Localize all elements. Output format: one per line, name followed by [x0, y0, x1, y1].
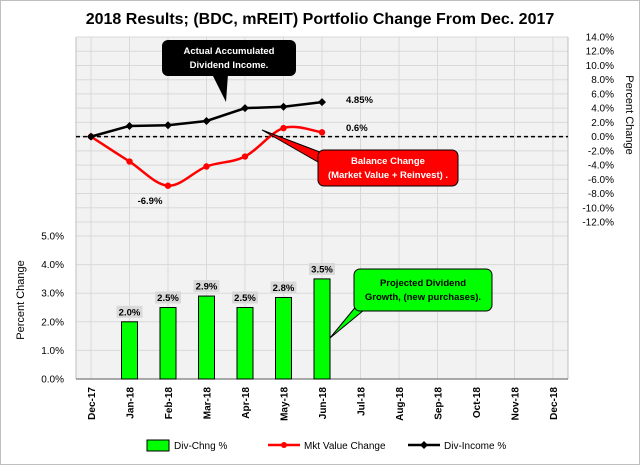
legend-marker-mkt-value	[281, 442, 287, 448]
bar-value-label: 2.9%	[196, 282, 218, 293]
x-tick-label: Nov-18	[511, 387, 522, 421]
legend-label-div-chng: Div-Chng %	[174, 441, 227, 452]
end-value-label: 0.6%	[346, 123, 368, 134]
legend-label-mkt-value: Mkt Value Change	[304, 441, 386, 452]
x-tick-label: Dec-17	[87, 387, 98, 420]
right-tick-label: -6.0%	[588, 175, 614, 186]
x-tick-label: Dec-18	[549, 387, 560, 420]
x-tick-label: Jul-18	[357, 387, 368, 416]
right-tick-label: 6.0%	[591, 89, 614, 100]
bar-label-bg	[270, 281, 297, 294]
right-tick-label: 14.0%	[586, 33, 614, 44]
dividend-callout: Actual Accumulated Dividend Income.	[162, 40, 296, 102]
mkt-value-point	[126, 158, 133, 165]
div-income-point	[164, 121, 172, 130]
line-series	[87, 98, 326, 189]
div-income-point	[318, 98, 326, 107]
x-tick-label: Jan-18	[126, 387, 137, 419]
left-tick-label: 4.0%	[41, 260, 64, 271]
end-income-label: 4.85%	[346, 95, 373, 106]
left-tick-label: 1.0%	[41, 346, 64, 357]
x-tick-label: Mar-18	[203, 387, 214, 420]
left-tick-label: 0.0%	[41, 375, 64, 386]
min-value-label: -6.9%	[138, 196, 163, 207]
div-income-point	[125, 121, 134, 130]
right-tick-label: 8.0%	[591, 75, 614, 86]
mkt-value-point	[318, 129, 326, 136]
projected-callout-line1: Projected Dividend	[380, 278, 466, 289]
dividend-callout-line1: Actual Accumulated	[184, 46, 275, 57]
x-tick-label: Apr-18	[241, 387, 252, 419]
mkt-value-point	[241, 153, 249, 160]
balance-callout-title: Balance Change	[351, 156, 425, 167]
right-tick-label: 10.0%	[586, 61, 614, 72]
x-axis-ticks: Dec-17 Jan-18 Feb-18 Mar-18 Apr-18 May-18 Jun-…	[87, 387, 560, 421]
dividend-callout-line2: Dividend Income.	[190, 60, 269, 71]
right-tick-label: 0.0%	[591, 132, 614, 143]
balance-callout-sub: (Market Value + Reinvest) .	[328, 170, 448, 181]
projected-callout: Projected Dividend Growth, (new purchase…	[329, 268, 493, 339]
bar-label-bg	[193, 280, 220, 293]
bar	[198, 295, 215, 380]
bar	[275, 296, 292, 380]
left-tick-label: 5.0%	[41, 232, 64, 243]
right-tick-label: -8.0%	[588, 189, 614, 200]
right-tick-label: -2.0%	[588, 146, 614, 157]
div-income-point	[87, 132, 95, 141]
bar-label-bg	[116, 305, 143, 318]
right-tick-label: -12.0%	[582, 218, 614, 229]
mkt-value-point	[203, 163, 210, 170]
legend-swatch-div-chng	[146, 439, 170, 452]
legend: Div-Chng % Mkt Value Change Div-Income %	[146, 439, 506, 452]
bar-label-bg	[309, 262, 335, 275]
x-tick-label: Sep-18	[434, 387, 445, 420]
right-tick-label: 2.0%	[591, 118, 614, 129]
bar-value-label: 2.5%	[157, 293, 179, 304]
div-income-point	[202, 116, 211, 125]
right-tick-label: -4.0%	[588, 161, 614, 172]
bar-value-label: 2.0%	[119, 307, 141, 318]
legend-marker-div-income	[420, 441, 428, 449]
bar-label-bg	[232, 291, 258, 304]
x-tick-label: Aug-18	[395, 387, 406, 421]
right-axis-label: Percent Change	[623, 75, 635, 155]
x-tick-label: Jun-18	[318, 387, 329, 420]
projected-callout-line2: Growth, (new purchases).	[365, 292, 481, 303]
x-tick-label: Feb-18	[164, 387, 175, 420]
bar	[313, 278, 331, 380]
chart-title: 2018 Results; (BDC, mREIT) Portfolio Cha…	[86, 11, 555, 28]
bar-value-label: 2.5%	[234, 293, 256, 304]
bar-value-label: 3.5%	[311, 264, 333, 275]
x-tick-label: Oct-18	[472, 387, 483, 419]
div-income-point	[279, 102, 288, 111]
right-tick-label: -10.0%	[582, 203, 614, 214]
mkt-value-point	[164, 182, 172, 189]
legend-label-div-income: Div-Income %	[444, 441, 506, 452]
left-tick-label: 2.0%	[41, 317, 64, 328]
mkt-value-point	[280, 124, 287, 132]
bar-label-bg	[155, 291, 181, 304]
balance-callout: Balance Change (Market Value + Reinvest)…	[261, 129, 459, 187]
left-axis-label: Percent Change	[15, 260, 27, 340]
right-tick-label: 4.0%	[591, 104, 614, 115]
bar-series: 2.0% 2.5% 2.9% 2.5% 2.8% 3.5%	[116, 262, 335, 380]
bar	[236, 307, 254, 380]
left-tick-label: 3.0%	[41, 289, 64, 300]
div-income-point	[241, 104, 249, 113]
left-axis-ticks: 0.0% 1.0% 2.0% 3.0% 4.0% 5.0%	[41, 232, 64, 386]
bar	[121, 321, 138, 380]
right-tick-label: 12.0%	[586, 47, 614, 58]
x-tick-label: May-18	[280, 387, 291, 421]
bar	[159, 307, 177, 380]
bar-value-label: 2.8%	[273, 283, 295, 294]
right-axis-ticks: 14.0% 12.0% 10.0% 8.0% 6.0% 4.0% 2.0% 0.0% -2.0%…	[582, 33, 614, 229]
